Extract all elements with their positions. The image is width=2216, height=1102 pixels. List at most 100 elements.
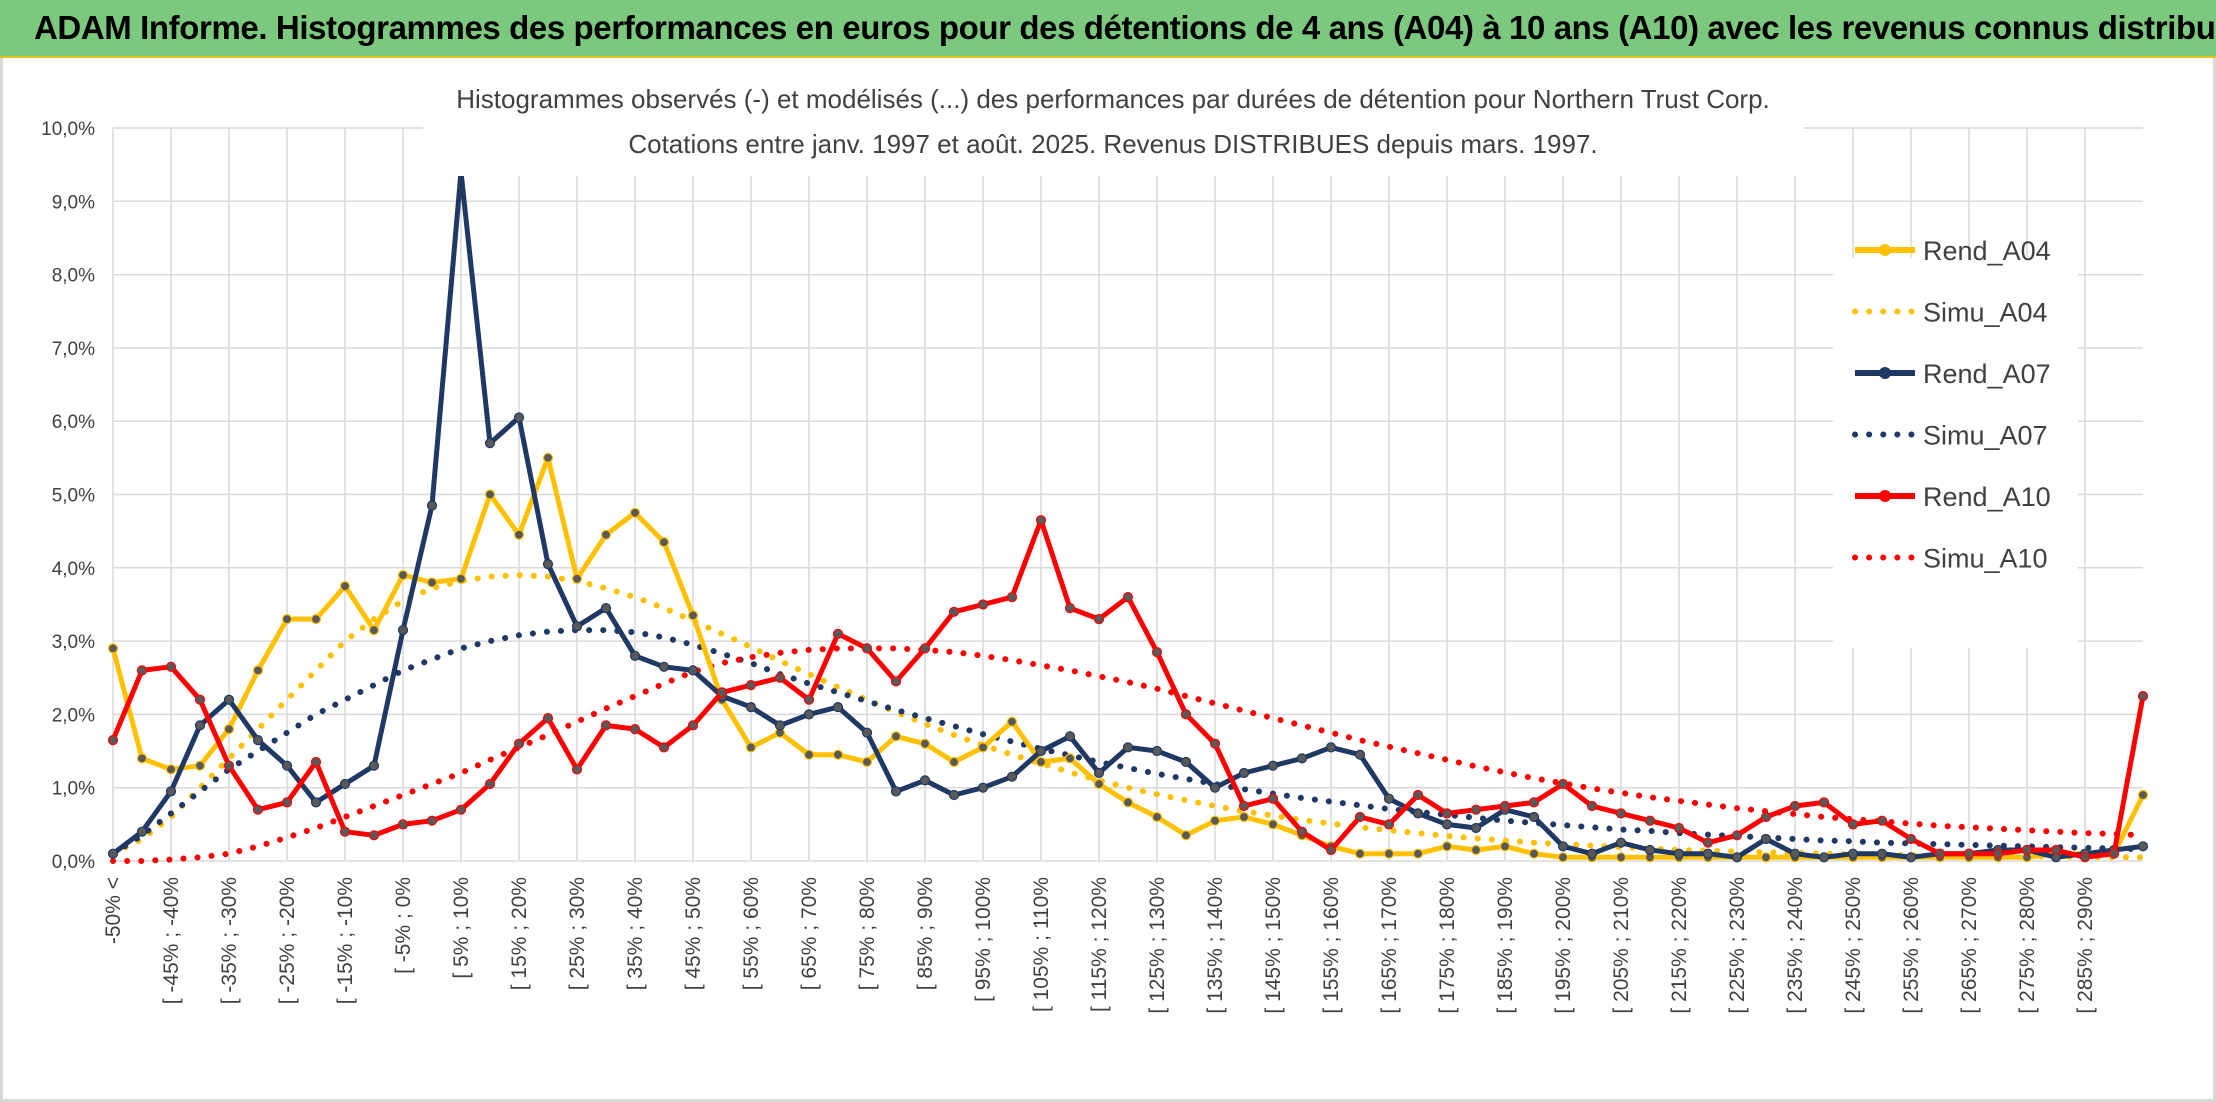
data-point	[1180, 709, 1192, 720]
data-point	[281, 760, 293, 771]
data-point	[774, 720, 786, 731]
data-point	[1963, 848, 1975, 859]
y-tick-label: 6,0%	[52, 412, 95, 433]
data-point	[571, 764, 583, 775]
data-point	[1876, 848, 1888, 859]
legend-box	[1833, 258, 2078, 648]
data-point	[1702, 848, 1714, 859]
legend-marker	[1879, 367, 1891, 379]
data-point	[745, 679, 757, 691]
data-point	[1180, 756, 1192, 768]
data-point	[600, 602, 612, 614]
data-point	[542, 559, 554, 570]
data-point	[1876, 815, 1888, 826]
data-point	[745, 701, 757, 713]
data-point	[1006, 591, 1018, 603]
data-point	[107, 848, 119, 859]
data-point	[890, 676, 902, 687]
data-point	[2050, 844, 2062, 856]
data-point	[281, 797, 293, 808]
data-point	[803, 694, 815, 705]
data-point	[1905, 852, 1917, 863]
data-point	[1035, 756, 1047, 768]
data-point	[919, 738, 931, 749]
data-point	[107, 643, 119, 654]
data-point	[2137, 841, 2149, 852]
data-point	[2108, 848, 2120, 859]
x-tick-label: [ -5% ; 0%	[392, 877, 415, 974]
data-point	[774, 672, 786, 683]
x-tick-label: [ 95% ; 100%	[972, 877, 995, 1002]
data-point	[1180, 830, 1192, 841]
x-tick-label: [ 15% ; 20%	[508, 877, 531, 990]
data-point	[252, 734, 264, 746]
y-tick-label: 3,0%	[52, 632, 95, 653]
data-point	[977, 742, 989, 753]
data-point	[339, 580, 351, 592]
data-point	[1499, 841, 1511, 852]
data-point	[1093, 778, 1105, 790]
data-point	[1267, 819, 1279, 830]
legend-marker	[1879, 490, 1891, 502]
report-banner: ADAM Informe. Histogrammes des performan…	[0, 0, 2216, 58]
data-point	[948, 606, 960, 617]
data-point	[542, 712, 554, 724]
data-point	[1673, 822, 1685, 834]
x-tick-label: [ 145% ; 150%	[1262, 877, 1285, 1014]
data-point	[919, 643, 931, 654]
data-point	[1818, 797, 1830, 808]
data-point	[1847, 848, 1859, 859]
data-point	[1296, 826, 1308, 837]
data-point	[194, 694, 206, 705]
x-tick-label: [ -15% ; -10%	[334, 877, 357, 1004]
data-point	[1122, 742, 1134, 753]
data-point	[223, 723, 235, 735]
data-point	[1528, 848, 1540, 859]
data-point	[571, 573, 583, 584]
legend-label: Simu_A04	[1923, 298, 2048, 328]
data-point	[1006, 716, 1018, 727]
data-point	[1934, 848, 1946, 859]
data-point	[1209, 815, 1221, 826]
data-point	[1354, 811, 1366, 823]
data-point	[1789, 848, 1801, 859]
data-point	[397, 819, 409, 830]
y-tick-label: 8,0%	[52, 266, 95, 287]
data-point	[890, 786, 902, 797]
data-point	[629, 507, 641, 518]
data-point	[310, 756, 322, 768]
data-point	[194, 760, 206, 771]
data-point	[658, 742, 670, 753]
data-point	[1992, 848, 2004, 859]
data-point	[310, 797, 322, 808]
data-point	[1789, 800, 1801, 812]
data-point	[1354, 749, 1366, 760]
data-point	[426, 577, 438, 588]
report-title: ADAM Informe. Histogrammes des performan…	[34, 9, 2216, 46]
data-point	[1296, 753, 1308, 764]
x-tick-label: [ -45% ; -40%	[160, 877, 183, 1004]
data-point	[1238, 767, 1250, 779]
data-point	[687, 610, 699, 621]
data-point	[803, 749, 815, 760]
data-point	[1064, 731, 1076, 742]
data-point	[223, 694, 235, 705]
data-point	[368, 760, 380, 771]
x-tick-label: [ 285% ; 290%	[2074, 877, 2097, 1014]
data-point	[136, 826, 148, 837]
data-point	[165, 661, 177, 672]
data-point	[1760, 833, 1772, 845]
data-point	[426, 815, 438, 826]
legend-label: Rend_A10	[1923, 482, 2051, 512]
x-tick-label: [ 205% ; 210%	[1610, 877, 1633, 1014]
data-point	[1122, 591, 1134, 603]
data-point	[832, 749, 844, 760]
data-point	[861, 756, 873, 768]
series-line-simu-a10	[110, 645, 2146, 864]
legend-label: Rend_A07	[1923, 359, 2051, 389]
y-tick-label: 0,0%	[52, 852, 95, 873]
data-point	[1586, 800, 1598, 812]
data-point	[1470, 844, 1482, 856]
x-tick-label: [ 5% ; 10%	[450, 877, 473, 979]
